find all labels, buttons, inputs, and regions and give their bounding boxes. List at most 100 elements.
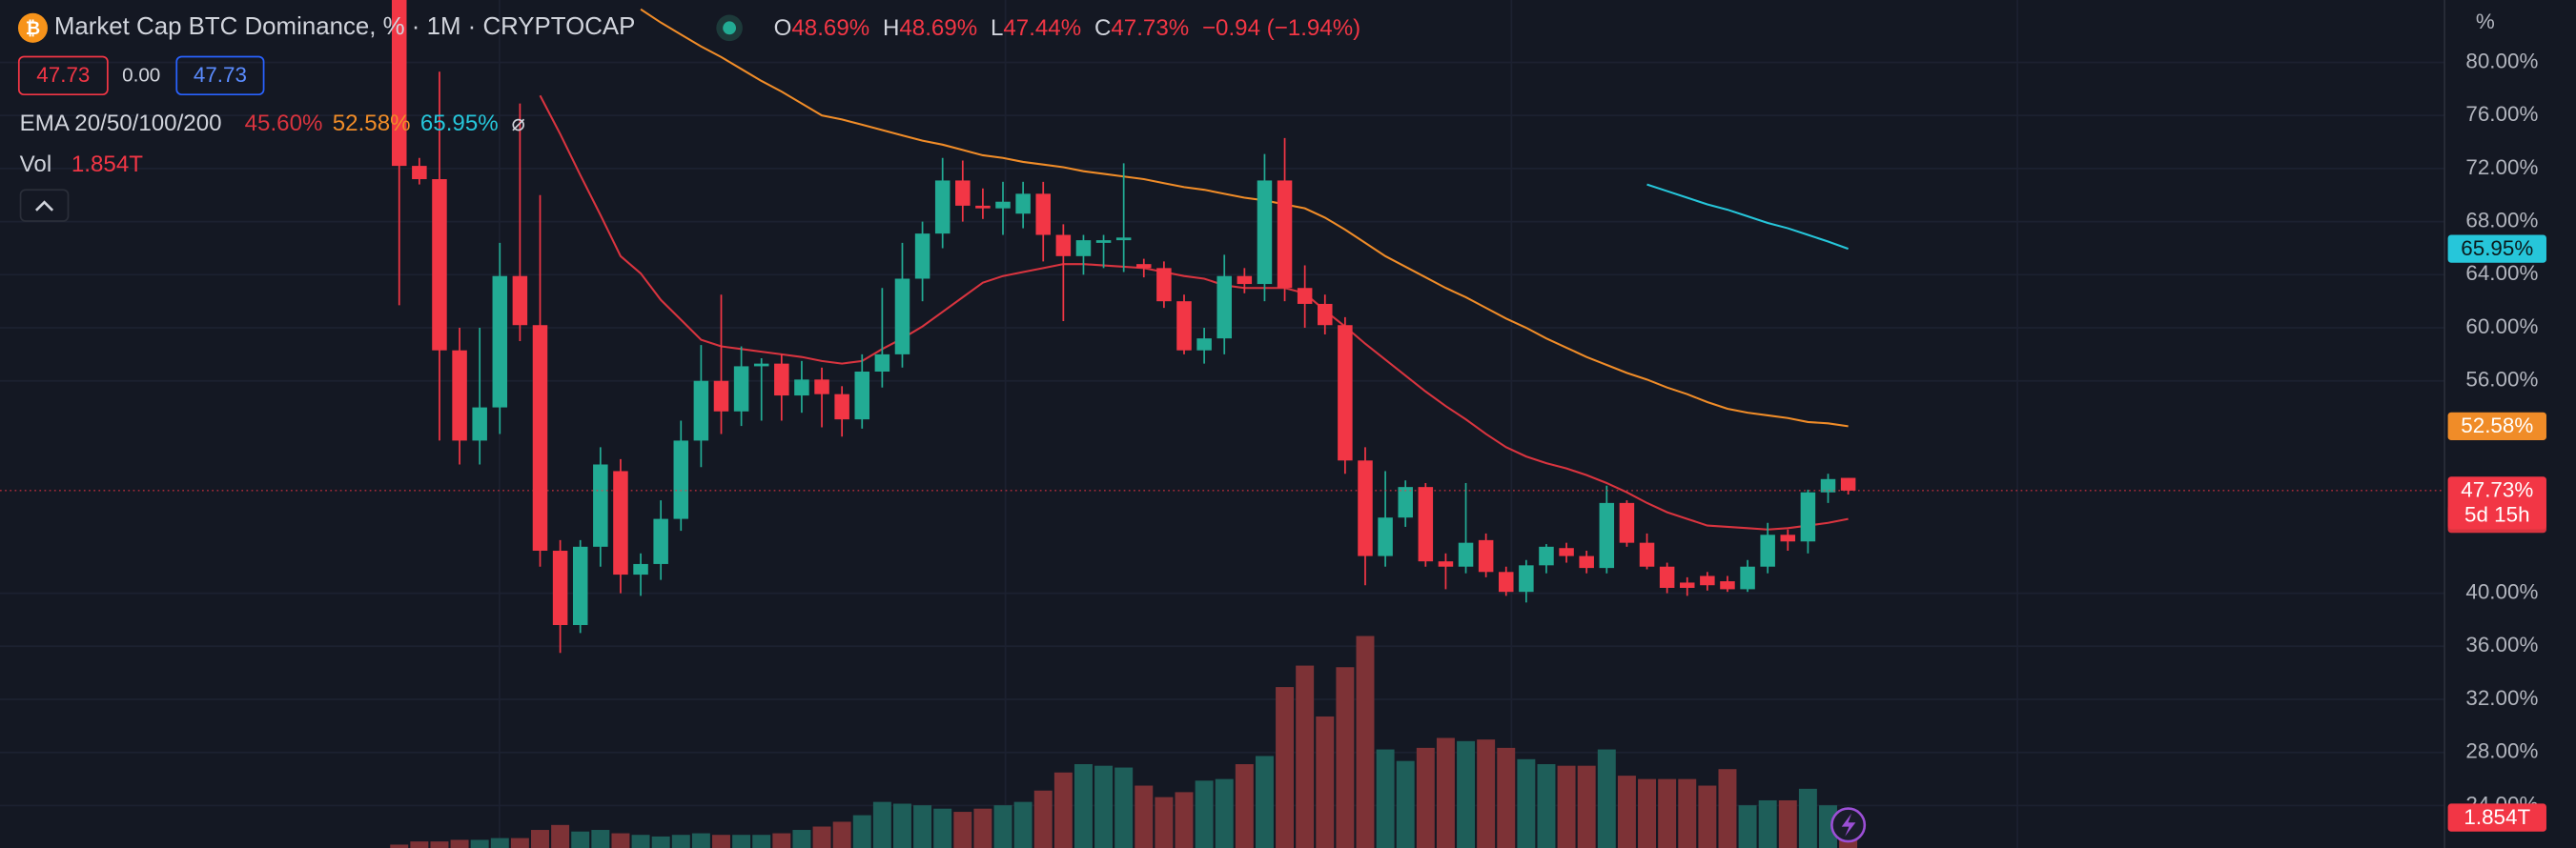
volume-price-label: 1.854T: [2464, 805, 2530, 829]
volume-bar: [1316, 716, 1335, 848]
candle-body: [1659, 566, 1675, 589]
candle-body: [1115, 237, 1132, 241]
y-tick-label: 72.00%: [2465, 155, 2538, 179]
candle-body: [955, 180, 971, 206]
candle-body: [1800, 492, 1816, 542]
volume-bar: [1255, 756, 1274, 848]
candle-body: [1257, 180, 1273, 285]
candle-body: [1740, 566, 1755, 590]
candle-body: [1176, 301, 1192, 351]
candle-body: [1639, 542, 1655, 567]
candle-body: [1780, 535, 1796, 542]
symbol-icon[interactable]: [17, 12, 48, 43]
volume-bar: [1155, 797, 1174, 848]
volume-bar: [450, 839, 469, 848]
candle-body: [1358, 460, 1373, 556]
candle-body: [814, 379, 829, 394]
volume-bar: [1597, 749, 1616, 848]
candle-body: [593, 464, 608, 547]
candle-body: [794, 379, 809, 396]
volume-legend[interactable]: Vol 1.854T: [20, 152, 144, 178]
bid-box[interactable]: [17, 55, 109, 96]
countdown: 5d 15h: [2464, 503, 2530, 527]
candle-body: [753, 363, 769, 367]
volume-bar: [1053, 772, 1073, 848]
candle-body: [1820, 478, 1836, 493]
volume-bar: [490, 838, 509, 848]
candle-body: [774, 363, 789, 396]
indicator-value: 65.95%: [420, 111, 499, 136]
volume-bar: [1557, 765, 1576, 848]
volume-bar: [1517, 758, 1536, 848]
ask-box[interactable]: [175, 55, 265, 96]
indicator-name: EMA 20/50/100/200: [20, 111, 222, 136]
volume-bar: [1477, 739, 1496, 848]
volume-bar: [953, 812, 972, 848]
candle-body: [432, 179, 447, 351]
ohlc-key: L: [991, 15, 1003, 41]
collapse-button[interactable]: [19, 189, 70, 222]
volume-bar: [651, 836, 670, 848]
ohlc-value: 48.69%: [899, 15, 977, 41]
volume-bar: [390, 844, 409, 848]
candle-body: [1338, 325, 1353, 461]
candle-body: [894, 278, 910, 354]
candle-body: [1136, 264, 1152, 269]
volume-bar: [1416, 747, 1435, 848]
ohlc-value: 48.69%: [791, 15, 869, 41]
volume-bar: [1135, 785, 1154, 848]
y-tick-label: 32.00%: [2465, 686, 2538, 710]
plot-area: [0, 0, 2445, 848]
candle-body: [1418, 487, 1434, 562]
candle-body: [1277, 180, 1293, 289]
volume-bar: [1718, 769, 1737, 848]
candle-body: [1478, 539, 1494, 573]
symbol-title[interactable]: Market Cap BTC Dominance, % · 1M · CRYPT…: [54, 13, 635, 40]
last-price-label: 47.73%: [2461, 478, 2533, 502]
volume-bar: [1537, 764, 1556, 848]
volume-bar: [973, 808, 992, 848]
bid: 47.73: [36, 63, 90, 87]
candle-body: [1760, 535, 1775, 567]
indicator-value: 52.58%: [333, 111, 411, 136]
volume-bar: [551, 824, 570, 848]
candle-body: [1095, 240, 1112, 243]
indicator-price-box: [2447, 412, 2546, 441]
candle-body: [1075, 240, 1092, 256]
indicator-hide: ⌀: [511, 111, 525, 136]
volume-bar: [872, 801, 891, 848]
candle-body: [1297, 288, 1313, 304]
y-tick-label: 80.00%: [2465, 49, 2538, 72]
volume-bar: [1658, 778, 1677, 848]
candle-body: [1015, 193, 1031, 214]
candle-body: [1196, 338, 1212, 351]
spread: 0.00: [122, 65, 160, 87]
volume-bar: [1678, 778, 1697, 848]
candle-body: [713, 380, 729, 412]
volume-bar: [691, 833, 710, 848]
volume-bar: [732, 835, 751, 848]
volume-bar: [852, 815, 871, 848]
y-tick-label: 56.00%: [2465, 368, 2538, 392]
candle-body: [492, 275, 508, 408]
y-tick-label: 40.00%: [2465, 579, 2538, 603]
volume-bar: [1215, 778, 1234, 848]
indicator-legend[interactable]: EMA 20/50/100/200 45.60% 52.58% 65.95% ⌀: [20, 111, 525, 136]
volume-bar: [1638, 778, 1656, 848]
candle-body: [452, 350, 467, 441]
candle-body: [1438, 561, 1454, 567]
volume-bar: [510, 838, 529, 848]
volume-value: 1.854T: [72, 152, 143, 178]
volume-bar: [410, 841, 429, 848]
volume-bar: [430, 841, 449, 848]
candle-body: [733, 366, 749, 412]
volume-bar: [1073, 764, 1093, 848]
candle-body: [1700, 575, 1715, 586]
volume-name: Vol: [20, 152, 52, 178]
candle-body: [572, 546, 588, 626]
ema-line: [1646, 183, 1849, 251]
candle-body: [1720, 581, 1735, 590]
volume-bar: [1758, 799, 1777, 848]
candle-body: [1378, 517, 1393, 556]
